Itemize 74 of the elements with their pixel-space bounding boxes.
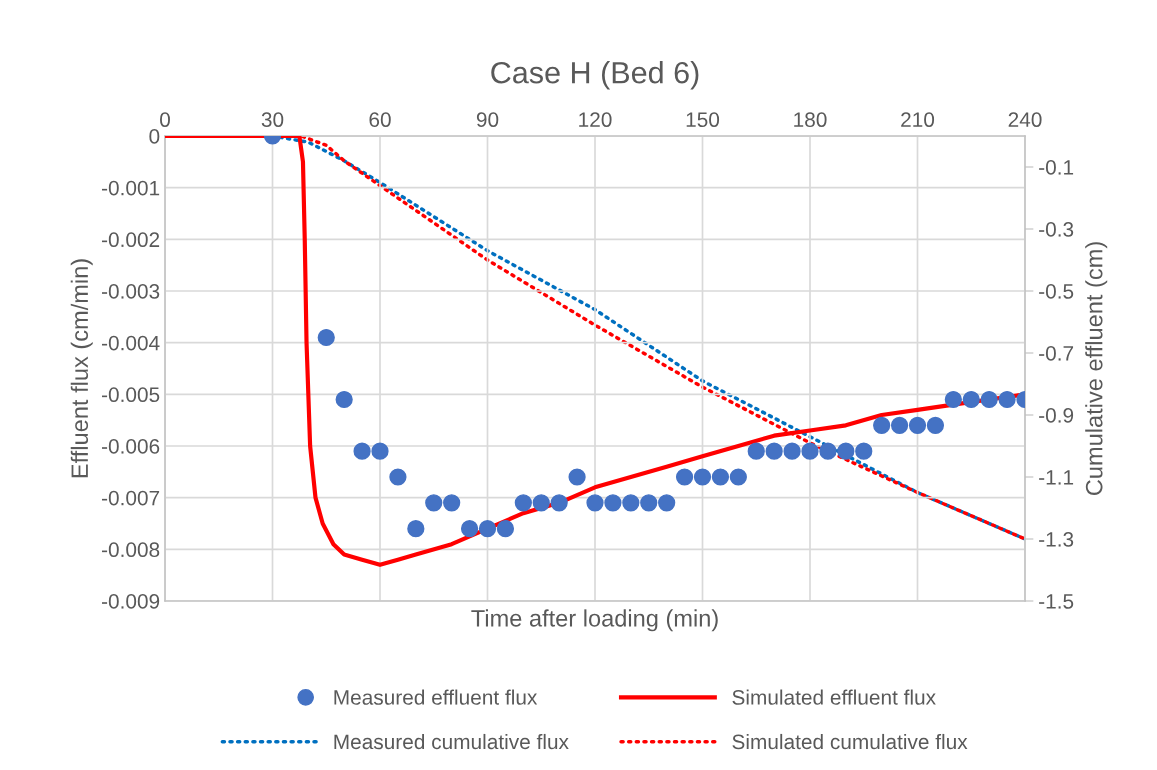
point <box>407 520 425 538</box>
y2-tick-label: -0.1 <box>1039 160 1074 175</box>
x-tick-label: 210 <box>901 112 935 128</box>
point <box>801 442 819 460</box>
point <box>908 416 927 434</box>
y2-tick-label: -1.5 <box>1039 594 1074 609</box>
x-tick-label: 240 <box>1008 112 1042 128</box>
point <box>640 494 658 512</box>
point <box>478 520 497 538</box>
x-tick-label: 60 <box>369 112 391 128</box>
y2-tick-label: -0.3 <box>1039 222 1074 237</box>
point <box>747 442 765 460</box>
legend-label: Measured cumulative flux <box>334 733 569 750</box>
y2-tick-label: -0.9 <box>1039 408 1074 423</box>
y-tick-label: -0.009 <box>102 594 160 609</box>
point <box>675 468 694 486</box>
point <box>729 468 747 486</box>
x-tick-label: 0 <box>160 112 170 128</box>
y-tick-label: -0.006 <box>102 439 160 454</box>
x-tick-label: 150 <box>686 112 720 128</box>
point <box>568 468 586 486</box>
point <box>980 390 998 409</box>
point <box>658 494 676 512</box>
point <box>819 442 837 460</box>
y2-axis-title: Cumulative effluent (cm) <box>1085 242 1108 496</box>
point <box>496 520 515 538</box>
point <box>353 442 371 460</box>
y-tick-label: -0.002 <box>102 232 160 248</box>
point <box>944 390 962 409</box>
point <box>371 442 389 460</box>
point <box>622 494 640 512</box>
x-tick-label: 120 <box>579 112 612 128</box>
y-tick-label: -0.004 <box>102 335 160 351</box>
x-tick-label: 30 <box>261 112 284 128</box>
point <box>926 416 945 434</box>
point <box>962 390 980 409</box>
point <box>532 494 550 512</box>
point <box>460 520 479 538</box>
x-axis-title: Time after loading (min) <box>471 609 718 632</box>
x-tick-label: 180 <box>794 112 827 128</box>
legend-label: Simulated effluent flux <box>732 689 936 705</box>
y-tick-label: -0.005 <box>102 387 160 403</box>
y2-tick-label: -1.1 <box>1039 470 1074 485</box>
x-tick-label: 90 <box>476 112 499 128</box>
y-tick-label: -0.001 <box>102 180 160 196</box>
point <box>335 390 353 409</box>
point <box>711 468 730 486</box>
y-tick-label: 0 <box>149 129 160 144</box>
point <box>425 494 443 512</box>
point <box>855 442 873 460</box>
y-tick-label: -0.008 <box>102 542 160 558</box>
point <box>783 442 801 460</box>
point <box>586 494 604 512</box>
y-tick-label: -0.003 <box>102 284 160 299</box>
point <box>693 468 712 486</box>
y-axis-title: Effluent flux (cm/min) <box>70 259 93 478</box>
point <box>389 468 407 486</box>
y2-tick-label: -0.5 <box>1039 284 1074 299</box>
y2-tick-label: -0.7 <box>1039 346 1074 361</box>
y-tick-label: -0.007 <box>102 490 160 506</box>
point <box>873 416 891 434</box>
y2-tick-label: -1.3 <box>1039 532 1074 547</box>
legend-label: Simulated cumulative flux <box>732 733 968 750</box>
point <box>837 442 855 460</box>
point <box>443 494 461 512</box>
point <box>765 442 783 460</box>
point <box>890 416 909 434</box>
legend-label: Measured effluent flux <box>334 689 538 705</box>
point <box>550 494 568 512</box>
chart-title: Case H (Bed 6) <box>491 61 699 90</box>
point <box>317 328 335 347</box>
point <box>514 494 532 512</box>
point <box>604 494 622 512</box>
point <box>998 390 1016 409</box>
